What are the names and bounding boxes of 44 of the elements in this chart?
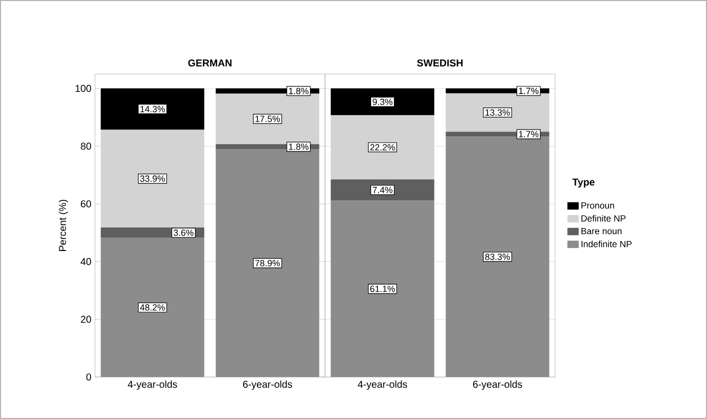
y-tick-label: 100: [76, 84, 92, 92]
data-label: 7.4%: [372, 186, 392, 194]
y-tick-label: 20: [80, 316, 92, 323]
bar: [330, 88, 434, 116]
bar: [100, 130, 204, 228]
data-label: 48.2%: [140, 304, 165, 311]
y-axis-title: Percent (%): [58, 200, 68, 251]
legend-label: Bare noun: [581, 228, 622, 234]
data-label: 14.3%: [140, 106, 165, 112]
y-tick-label: 0: [86, 373, 92, 381]
data-label: 13.3%: [485, 109, 510, 116]
x-tick-label: 4-year-olds: [128, 380, 178, 390]
data-label: 9.3%: [372, 98, 392, 106]
bar: [100, 88, 204, 130]
bar: [216, 94, 320, 144]
legend-label: Indefinite NP: [582, 240, 632, 248]
bar: [216, 149, 320, 377]
data-label: 3.6%: [174, 230, 194, 236]
data-label: 1.7%: [519, 131, 538, 138]
y-tick-label: 60: [80, 200, 92, 208]
y-tick-label: 40: [80, 258, 92, 266]
data-label: 1.7%: [519, 88, 538, 94]
data-label: 1.8%: [289, 144, 308, 150]
data-label: 1.8%: [289, 88, 308, 94]
legend-label: Definite NP: [581, 215, 626, 222]
x-tick-label: 6-year-olds: [243, 380, 292, 390]
chart-title: GERMAN: [188, 59, 232, 66]
data-label: 78.9%: [255, 260, 280, 266]
bar: [446, 136, 550, 377]
legend-label: Pronoun: [581, 202, 614, 209]
bar: [446, 93, 550, 132]
y-tick-label: 80: [80, 142, 92, 150]
bar: [330, 200, 434, 377]
x-tick-label: 4-year-olds: [358, 380, 408, 390]
bar: [330, 115, 434, 180]
data-label: 83.3%: [485, 254, 510, 260]
x-tick-label: 6-year-olds: [473, 380, 522, 390]
legend-title: Type: [572, 178, 595, 188]
data-label: 22.2%: [370, 144, 395, 150]
data-label: 17.5%: [255, 116, 280, 122]
data-label: 61.1%: [370, 286, 395, 292]
bar: [100, 238, 204, 377]
data-label: 33.9%: [140, 175, 165, 182]
chart-title: SWEDISH: [417, 59, 463, 66]
